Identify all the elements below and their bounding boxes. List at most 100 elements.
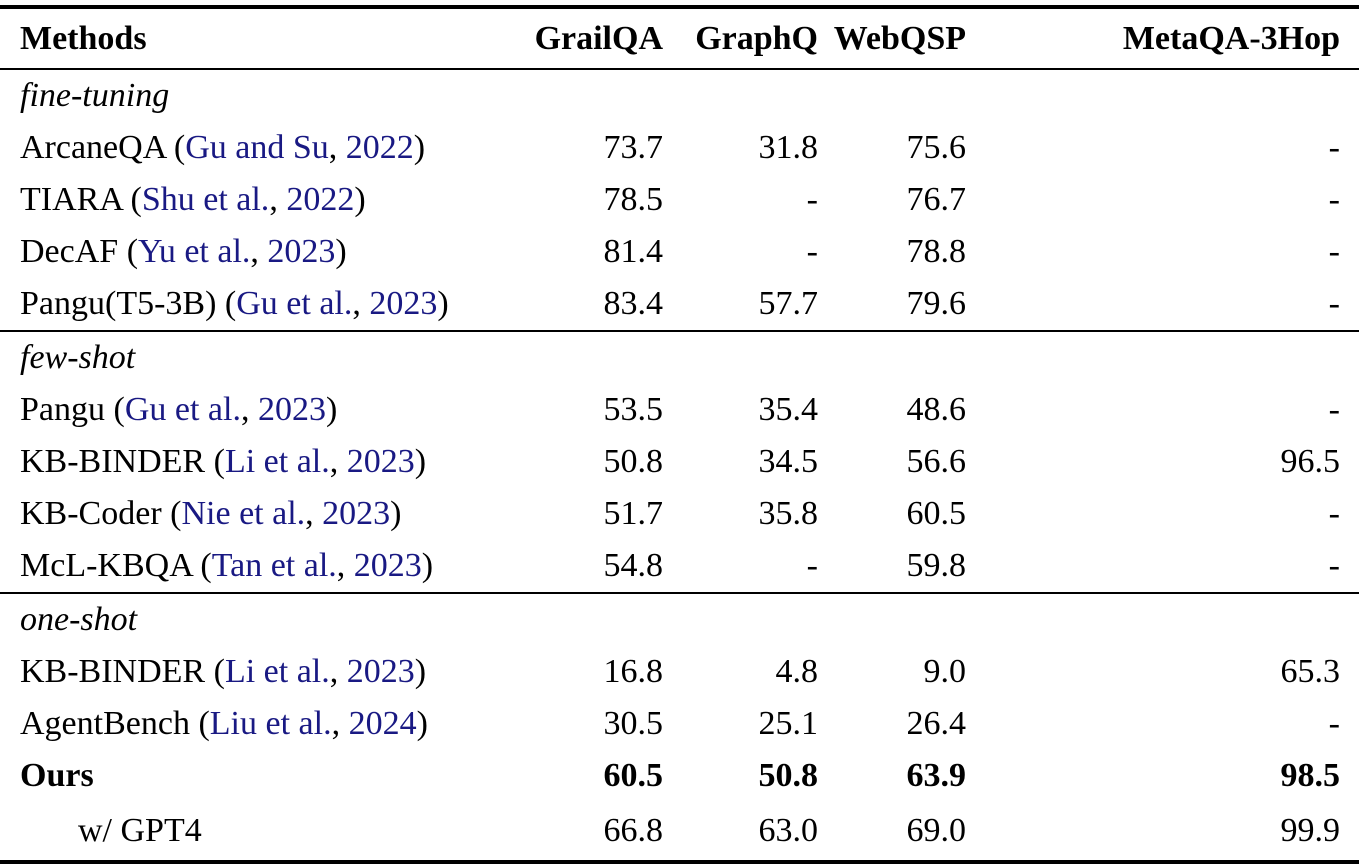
value-cell: 96.5	[1280, 443, 1341, 480]
value-cell: 69.0	[906, 812, 967, 849]
method-cell: ArcaneQA (Gu and Su, 2022)	[20, 129, 426, 166]
value-cell: 50.8	[758, 757, 819, 794]
method-cell: AgentBench (Liu et al., 2024)	[20, 705, 428, 742]
value-cell: -	[806, 547, 818, 584]
citation-author-link[interactable]: Gu et al.	[124, 391, 241, 428]
value-cell: 83.4	[603, 285, 664, 322]
value-cell: 34.5	[758, 443, 819, 480]
value-cell: 99.9	[1280, 812, 1341, 849]
value-cell: 59.8	[906, 547, 967, 584]
citation-author-link[interactable]: Tan et al.	[211, 547, 337, 584]
citation-author-link[interactable]: Gu et al.	[236, 285, 353, 322]
value-cell: 63.0	[758, 812, 819, 849]
citation-author-link[interactable]: Shu et al.	[141, 181, 270, 218]
citation-year-link[interactable]: 2023	[369, 285, 438, 322]
citation-year-link[interactable]: 2023	[322, 495, 391, 532]
section-label-row: one-shot	[0, 592, 1359, 646]
value-cell: -	[1328, 129, 1340, 166]
value-cell: 26.4	[906, 705, 967, 742]
method-name: McL-KBQA	[20, 547, 192, 584]
value-cell: 66.8	[603, 812, 664, 849]
citation-author-link[interactable]: Nie et al.	[181, 495, 306, 532]
value-cell: 31.8	[758, 129, 819, 166]
section-label: few-shot	[0, 330, 1359, 384]
table-header: Methods GrailQA GraphQ WebQSP MetaQA-3Ho…	[0, 7, 1359, 70]
citation-author-link[interactable]: Liu et al.	[209, 705, 332, 742]
table-row: KB-BINDER (Li et al., 2023) 16.8 4.8 9.0 65.…	[0, 646, 1359, 698]
value-cell: 56.6	[906, 443, 967, 480]
value-cell: 54.8	[603, 547, 664, 584]
citation-author-link[interactable]: Yu et al.	[138, 233, 251, 270]
value-cell: -	[806, 233, 818, 270]
col-header-graphq: GraphQ	[665, 7, 820, 70]
citation-year-link[interactable]: 2023	[346, 653, 415, 690]
table-row: AgentBench (Liu et al., 2024) 30.5 25.1 26.…	[0, 698, 1359, 750]
header-row: Methods GrailQA GraphQ WebQSP MetaQA-3Ho…	[0, 7, 1359, 70]
citation-year-link[interactable]: 2023	[346, 443, 415, 480]
value-cell: 63.9	[906, 757, 967, 794]
value-cell: 81.4	[603, 233, 664, 270]
value-cell: 73.7	[603, 129, 664, 166]
value-cell: -	[1328, 181, 1340, 218]
citation-year-link[interactable]: 2023	[353, 547, 422, 584]
value-cell: 35.4	[758, 391, 819, 428]
table-row: DecAF (Yu et al., 2023) 81.4 - 78.8 -	[0, 226, 1359, 278]
value-cell: -	[1328, 547, 1340, 584]
value-cell: 65.3	[1280, 653, 1341, 690]
citation-year-link[interactable]: 2022	[345, 129, 414, 166]
citation-year-link[interactable]: 2022	[286, 181, 355, 218]
value-cell: 57.7	[758, 285, 819, 322]
table-row: Ours 60.5 50.8 63.9 98.5	[0, 750, 1359, 802]
value-cell: 78.8	[906, 233, 967, 270]
method-cell: Pangu (Gu et al., 2023)	[20, 391, 338, 428]
citation-author-link[interactable]: Li et al.	[224, 653, 330, 690]
col-header-webqsp: WebQSP	[820, 7, 968, 70]
value-cell: 79.6	[906, 285, 967, 322]
section-label: fine-tuning	[20, 77, 170, 114]
method-cell: TIARA (Shu et al., 2022)	[20, 181, 366, 218]
value-cell: -	[1328, 495, 1340, 532]
value-cell: 35.8	[758, 495, 819, 532]
value-cell: 9.0	[923, 653, 967, 690]
method-name: AgentBench	[20, 705, 190, 742]
section-label-row: few-shot	[0, 330, 1359, 384]
method-cell: DecAF (Yu et al., 2023)	[20, 233, 347, 270]
method-name: Ours	[20, 757, 94, 794]
section-label-row: fine-tuning	[0, 69, 1359, 122]
value-cell: 53.5	[603, 391, 664, 428]
results-table: Methods GrailQA GraphQ WebQSP MetaQA-3Ho…	[0, 5, 1359, 864]
col-header-grailqa: GrailQA	[510, 7, 665, 70]
method-cell: Pangu(T5-3B) (Gu et al., 2023)	[20, 285, 449, 322]
method-name: TIARA	[20, 181, 122, 218]
table-row: w/ GPT4 66.8 63.0 69.0 99.9	[0, 802, 1359, 862]
value-cell: 51.7	[603, 495, 664, 532]
value-cell: 30.5	[603, 705, 664, 742]
citation-year-link[interactable]: 2024	[348, 705, 417, 742]
value-cell: 78.5	[603, 181, 664, 218]
table-row: Pangu (Gu et al., 2023) 53.5 35.4 48.6 -	[0, 384, 1359, 436]
value-cell: 75.6	[906, 129, 967, 166]
value-cell: -	[1328, 391, 1340, 428]
citation-author-link[interactable]: Gu and Su	[185, 129, 329, 166]
method-cell: KB-Coder (Nie et al., 2023)	[20, 495, 402, 532]
col-header-metaqa-3hop: MetaQA-3Hop	[968, 7, 1359, 70]
citation-year-link[interactable]: 2023	[257, 391, 326, 428]
method-cell: McL-KBQA (Tan et al., 2023)	[20, 547, 434, 584]
table-body: fine-tuning ArcaneQA (Gu and Su, 2022) 73.…	[0, 69, 1359, 862]
method-cell: w/ GPT4	[0, 802, 510, 862]
method-name: DecAF	[20, 233, 119, 270]
table-row: KB-Coder (Nie et al., 2023) 51.7 35.8 60.5 -	[0, 488, 1359, 540]
value-cell: 60.5	[906, 495, 967, 532]
value-cell: 76.7	[906, 181, 967, 218]
table-row: TIARA (Shu et al., 2022) 78.5 - 76.7 -	[0, 174, 1359, 226]
value-cell: -	[1328, 233, 1340, 270]
table-row: KB-BINDER (Li et al., 2023) 50.8 34.5 56.6 9…	[0, 436, 1359, 488]
method-name: ArcaneQA	[20, 129, 166, 166]
value-cell: 98.5	[1280, 757, 1341, 794]
method-name: KB-BINDER	[20, 653, 206, 690]
citation-year-link[interactable]: 2023	[267, 233, 336, 270]
value-cell: -	[806, 181, 818, 218]
col-header-methods: Methods	[0, 7, 510, 70]
citation-author-link[interactable]: Li et al.	[224, 443, 330, 480]
method-cell: KB-BINDER (Li et al., 2023)	[20, 443, 427, 480]
